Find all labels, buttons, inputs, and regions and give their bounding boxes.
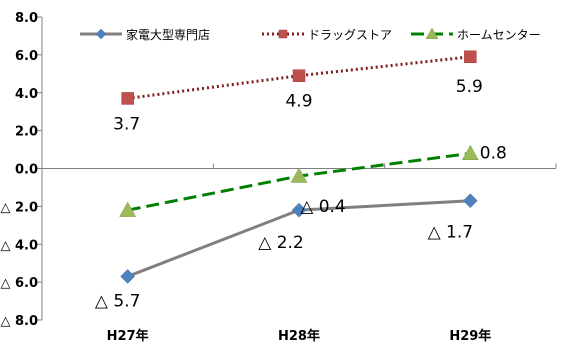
data-label: △ 0.4 [300, 197, 346, 217]
data-point [119, 201, 137, 217]
y-tick-label: 8.0 [15, 11, 38, 26]
x-tick-label: H29年 [449, 328, 491, 344]
y-tick-label: △ 6.0 [0, 276, 38, 291]
data-point [462, 193, 478, 209]
data-label: 5.9 [456, 77, 483, 97]
legend-label: 家電大型専門店 [126, 27, 210, 42]
legend-label: ドラッグストア [308, 28, 392, 42]
data-point [292, 69, 306, 82]
data-label: 0.8 [480, 143, 507, 163]
data-point [121, 92, 134, 105]
x-tick-label: H27年 [107, 328, 149, 344]
chart-axes: 8.0 6.0 4.0 2.0 0.0 △ 2.0 △ 4.0 △ 6.0 △ 8.0 H27年 H… [0, 11, 557, 344]
y-tick-label: △ 4.0 [0, 238, 38, 253]
data-point [291, 202, 307, 218]
data-point [278, 29, 288, 39]
series-markers [119, 50, 479, 284]
data-label: △ 5.7 [95, 291, 141, 311]
y-tick-label: 2.0 [15, 125, 38, 140]
data-labels: △ 5.7 △ 2.2 △ 1.7 3.7 4.9 5.9 △ 0.4 0.8 [95, 77, 507, 312]
y-tick-label: △ 8.0 [0, 314, 38, 329]
data-point [95, 28, 107, 40]
data-point [461, 144, 479, 160]
data-point [425, 27, 439, 40]
data-label: 3.7 [113, 114, 140, 134]
y-tick-label: 6.0 [15, 49, 38, 64]
data-point [464, 50, 477, 64]
data-point [290, 167, 308, 183]
data-label: △ 1.7 [428, 223, 474, 243]
y-tick-label: △ 2.0 [0, 200, 38, 215]
data-label: 4.9 [285, 92, 312, 112]
legend-label: ホームセンター [457, 28, 541, 42]
y-tick-label: 0.0 [15, 163, 38, 178]
y-tick-label: 4.0 [15, 87, 38, 102]
data-label: △ 2.2 [258, 233, 304, 253]
x-tick-label: H28年 [278, 328, 320, 344]
data-point [120, 269, 136, 284]
legend: 家電大型専門店 ドラッグストア ホームセンター [80, 27, 541, 42]
